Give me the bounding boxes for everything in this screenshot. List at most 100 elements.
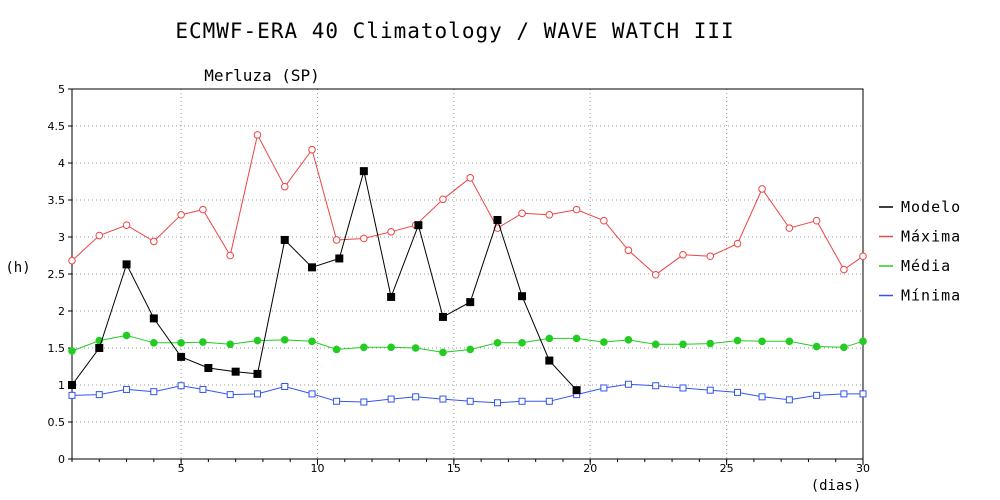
y-tick-label: 3	[58, 231, 65, 244]
data-point-maxima	[308, 145, 316, 154]
x-tick-label: 5	[178, 462, 185, 475]
data-point-media	[651, 340, 660, 349]
series-minima	[68, 380, 867, 407]
chart-title: ECMWF-ERA 40 Climatology / WAVE WATCH II…	[175, 19, 734, 43]
data-point-minima	[494, 399, 502, 407]
data-point-modelo	[231, 367, 240, 376]
data-point-minima	[466, 397, 474, 405]
series-line-maxima	[71, 133, 864, 276]
data-point-minima	[333, 397, 341, 405]
data-point-media	[466, 345, 475, 354]
legend-label-minima: Mínima	[901, 287, 961, 305]
legend-item-minima: Mínima	[879, 287, 961, 305]
series-modelo	[68, 167, 581, 395]
legend-item-modelo: Modelo	[879, 198, 960, 216]
data-point-media	[572, 334, 581, 343]
data-point-maxima	[785, 224, 794, 232]
data-point-maxima	[387, 228, 395, 236]
data-point-media	[68, 347, 76, 355]
data-point-modelo	[438, 312, 447, 321]
data-point-maxima	[280, 182, 289, 191]
data-point-modelo	[68, 381, 76, 389]
legend-item-maxima: Máxima	[879, 228, 961, 246]
data-point-minima	[652, 382, 660, 390]
data-point-maxima	[572, 205, 581, 214]
data-point-maxima	[812, 216, 821, 225]
data-point-modelo	[572, 386, 581, 395]
y-tick-label: 2.5	[48, 268, 66, 281]
y-tick-label: 0	[58, 453, 65, 466]
data-point-media	[332, 345, 341, 354]
y-tick-label: 2	[58, 305, 65, 318]
data-point-media	[308, 337, 316, 346]
data-point-media	[253, 336, 262, 345]
x-tick-label: 25	[720, 462, 734, 475]
data-point-minima	[281, 382, 289, 390]
data-point-media	[122, 331, 131, 340]
series-line-modelo	[71, 170, 577, 391]
data-point-media	[785, 337, 794, 346]
data-point-maxima	[68, 256, 76, 265]
data-point-modelo	[359, 167, 368, 176]
data-point-minima	[734, 388, 742, 396]
data-point-maxima	[859, 252, 867, 261]
y-tick-label: 4	[58, 157, 65, 170]
data-point-media	[600, 338, 608, 346]
data-point-minima	[840, 390, 848, 398]
data-point-media	[387, 343, 395, 352]
data-point-maxima	[758, 185, 766, 193]
data-point-maxima	[624, 246, 633, 255]
data-point-maxima	[199, 205, 207, 214]
data-point-minima	[253, 390, 261, 398]
axes: 0 0.5 1 1.5 2 2.5 3 3.5 4 4.5 5 5 10 15 20 25 30	[48, 83, 871, 475]
data-point-modelo	[387, 292, 396, 301]
data-point-minima	[387, 395, 395, 403]
data-point-minima	[813, 391, 821, 399]
data-point-minima	[68, 391, 76, 399]
data-point-minima	[123, 385, 131, 393]
data-point-maxima	[122, 221, 131, 229]
data-point-minima	[679, 384, 687, 392]
data-point-maxima	[679, 250, 687, 259]
data-point-media	[812, 342, 821, 351]
data-point-modelo	[518, 292, 527, 301]
data-point-maxima	[651, 270, 660, 279]
data-point-modelo	[149, 314, 158, 323]
data-point-media	[706, 339, 715, 348]
data-point-minima	[518, 397, 526, 405]
data-point-minima	[412, 393, 420, 401]
y-tick-label: 4.5	[48, 120, 66, 133]
y-tick-label: 5	[58, 83, 65, 96]
x-axis-label: (dias)	[811, 478, 862, 494]
data-point-maxima	[95, 231, 104, 240]
data-point-minima	[226, 391, 234, 399]
data-point-media	[758, 337, 766, 346]
legend: Modelo Máxima Média Mínima	[879, 198, 961, 305]
data-point-modelo	[177, 352, 186, 361]
data-point-maxima	[600, 216, 608, 225]
data-point-modelo	[335, 254, 344, 263]
data-point-modelo	[545, 356, 554, 365]
legend-label-maxima: Máxima	[901, 228, 961, 246]
data-point-minima	[199, 385, 207, 393]
data-point-maxima	[706, 252, 715, 261]
data-point-media	[840, 343, 848, 352]
data-point-media	[280, 336, 289, 344]
data-point-minima	[785, 396, 793, 404]
data-point-maxima	[332, 236, 341, 244]
data-point-minima	[439, 395, 447, 403]
data-point-maxima	[518, 209, 526, 218]
data-point-modelo	[280, 235, 289, 244]
data-point-media	[518, 339, 526, 347]
data-point-maxima	[226, 251, 234, 260]
data-point-minima	[360, 398, 368, 406]
data-point-maxima	[253, 131, 262, 139]
legend-label-media: Média	[901, 257, 951, 275]
data-point-media	[150, 339, 158, 347]
data-point-media	[545, 334, 554, 343]
x-tick-label: 30	[856, 462, 870, 475]
legend-item-media: Média	[879, 257, 951, 275]
series-group	[68, 131, 867, 407]
data-point-modelo	[493, 215, 502, 224]
